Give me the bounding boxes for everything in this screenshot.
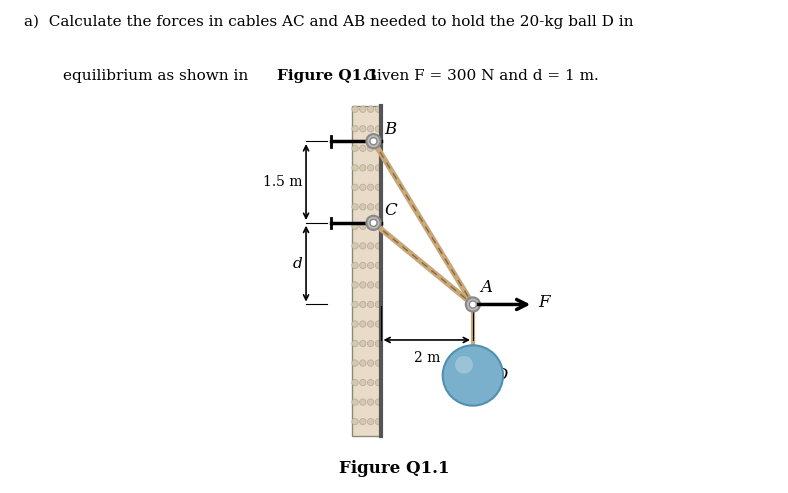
Text: B: B (384, 121, 396, 138)
Bar (352, 106, 381, 436)
Circle shape (375, 380, 381, 386)
Circle shape (367, 419, 374, 425)
Circle shape (375, 360, 381, 366)
Circle shape (375, 419, 381, 425)
Circle shape (351, 340, 359, 347)
Circle shape (359, 243, 366, 249)
Circle shape (359, 360, 366, 366)
Circle shape (351, 282, 359, 288)
Circle shape (351, 321, 359, 327)
Circle shape (367, 126, 374, 132)
Circle shape (359, 223, 366, 230)
Circle shape (367, 243, 374, 249)
Circle shape (375, 184, 381, 190)
Circle shape (351, 223, 359, 230)
Circle shape (359, 145, 366, 151)
Circle shape (351, 262, 359, 269)
Text: Figure Q1.1: Figure Q1.1 (277, 69, 378, 83)
Circle shape (375, 262, 381, 269)
Circle shape (351, 243, 359, 249)
Circle shape (351, 145, 359, 151)
Circle shape (359, 165, 366, 171)
Circle shape (359, 419, 366, 425)
Circle shape (466, 297, 480, 312)
Circle shape (367, 223, 374, 230)
Circle shape (366, 134, 381, 148)
Circle shape (367, 360, 374, 366)
Circle shape (443, 345, 503, 406)
Circle shape (351, 360, 359, 366)
Circle shape (367, 262, 374, 269)
Circle shape (367, 399, 374, 405)
Circle shape (351, 165, 359, 171)
Circle shape (375, 223, 381, 230)
Circle shape (375, 282, 381, 288)
Text: D: D (494, 367, 507, 384)
Circle shape (375, 243, 381, 249)
Circle shape (375, 145, 381, 151)
Text: d: d (292, 257, 303, 271)
Circle shape (367, 282, 374, 288)
Circle shape (375, 126, 381, 132)
Circle shape (367, 106, 374, 112)
Circle shape (375, 321, 381, 327)
Circle shape (455, 356, 473, 374)
Circle shape (367, 380, 374, 386)
Text: a)  Calculate the forces in cables AC and AB needed to hold the 20-kg ball D in: a) Calculate the forces in cables AC and… (24, 15, 633, 29)
Text: . Given F = 300 N and d = 1 m.: . Given F = 300 N and d = 1 m. (355, 69, 598, 83)
Circle shape (375, 399, 381, 405)
Circle shape (351, 380, 359, 386)
Circle shape (375, 301, 381, 308)
Circle shape (375, 340, 381, 347)
Text: 2 m: 2 m (414, 351, 440, 365)
Circle shape (367, 321, 374, 327)
Circle shape (367, 340, 374, 347)
Circle shape (351, 419, 359, 425)
Text: A: A (480, 279, 492, 296)
Text: Figure Q1.1: Figure Q1.1 (339, 460, 449, 477)
Circle shape (359, 126, 366, 132)
Circle shape (367, 165, 374, 171)
Circle shape (359, 184, 366, 190)
Circle shape (367, 184, 374, 190)
Circle shape (351, 106, 359, 112)
Circle shape (375, 165, 381, 171)
Circle shape (359, 301, 366, 308)
Circle shape (359, 262, 366, 269)
Circle shape (359, 106, 366, 112)
Text: 1.5 m: 1.5 m (263, 175, 303, 189)
Circle shape (359, 399, 366, 405)
Circle shape (359, 204, 366, 210)
Circle shape (351, 126, 359, 132)
Circle shape (359, 321, 366, 327)
Circle shape (351, 301, 359, 308)
Text: F: F (538, 294, 550, 311)
Text: equilibrium as shown in: equilibrium as shown in (63, 69, 253, 83)
Circle shape (359, 340, 366, 347)
Circle shape (367, 204, 374, 210)
Circle shape (470, 301, 477, 308)
Text: C: C (384, 202, 397, 219)
Circle shape (370, 219, 377, 226)
Circle shape (375, 106, 381, 112)
Circle shape (375, 204, 381, 210)
Circle shape (351, 204, 359, 210)
Circle shape (367, 301, 374, 308)
Circle shape (370, 138, 377, 145)
Circle shape (359, 282, 366, 288)
Circle shape (367, 145, 374, 151)
Circle shape (351, 184, 359, 190)
Circle shape (359, 380, 366, 386)
Circle shape (351, 399, 359, 405)
Circle shape (366, 216, 381, 230)
